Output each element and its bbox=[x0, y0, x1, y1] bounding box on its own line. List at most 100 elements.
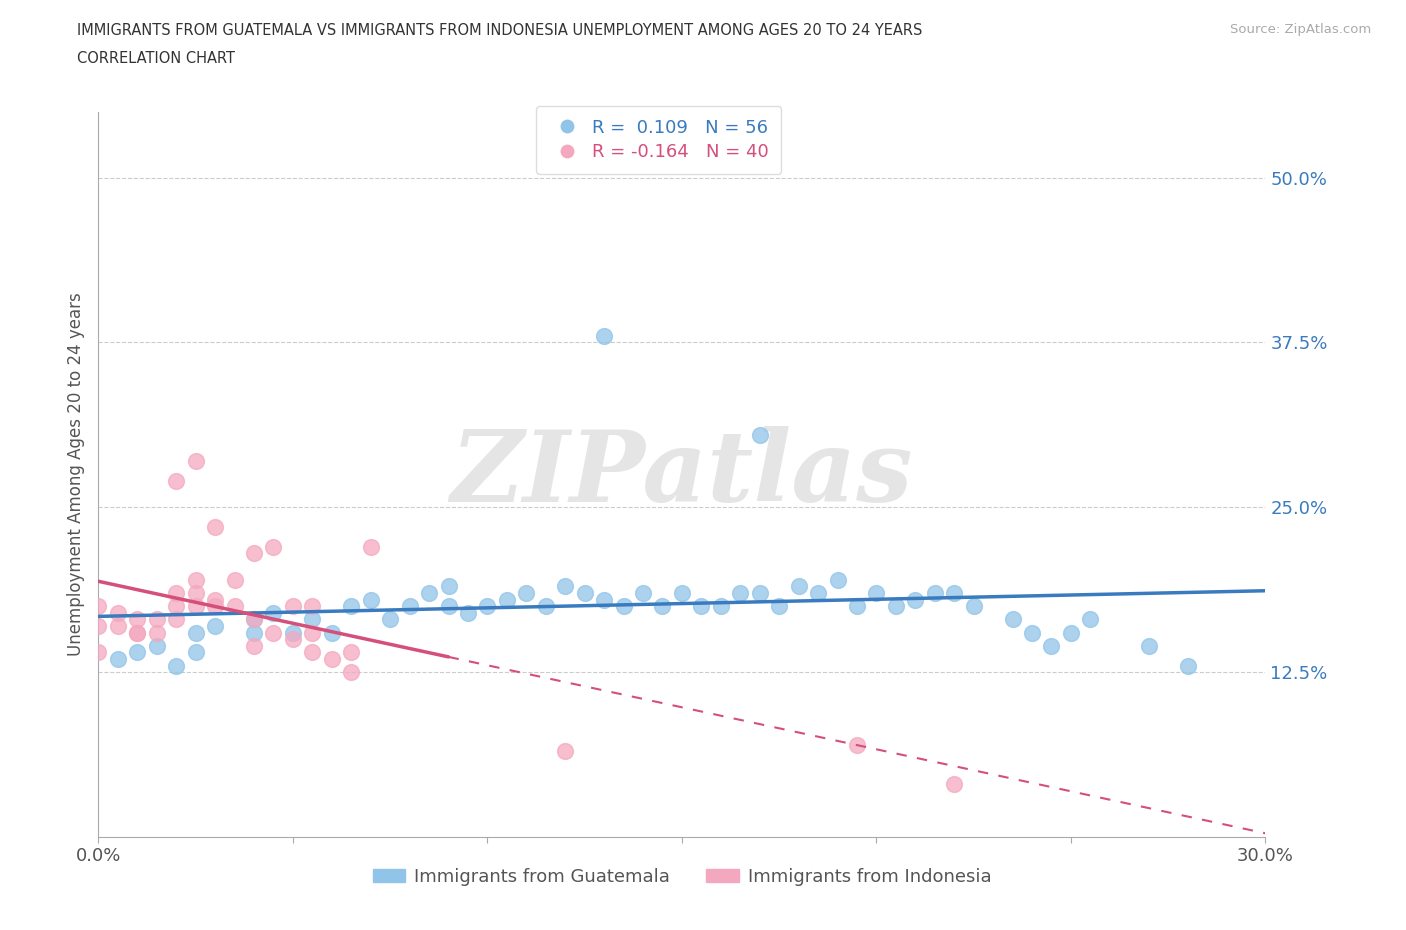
Point bbox=[301, 599, 323, 614]
Point bbox=[1021, 625, 1043, 640]
Point bbox=[301, 612, 323, 627]
Point bbox=[360, 592, 382, 607]
Point bbox=[340, 665, 363, 680]
Point bbox=[87, 644, 110, 659]
Point bbox=[340, 599, 363, 614]
Point bbox=[301, 644, 323, 659]
Point bbox=[671, 586, 693, 601]
Point bbox=[184, 644, 207, 659]
Point bbox=[554, 744, 576, 759]
Point bbox=[846, 599, 869, 614]
Point bbox=[146, 612, 169, 627]
Point bbox=[204, 599, 226, 614]
Point bbox=[846, 737, 869, 752]
Point bbox=[204, 592, 226, 607]
Point bbox=[243, 625, 266, 640]
Point bbox=[360, 539, 382, 554]
Point bbox=[340, 644, 363, 659]
Point bbox=[224, 572, 246, 587]
Point bbox=[593, 592, 616, 607]
Point bbox=[127, 625, 149, 640]
Point bbox=[165, 612, 187, 627]
Point bbox=[184, 625, 207, 640]
Point bbox=[865, 586, 887, 601]
Point bbox=[262, 605, 284, 620]
Point bbox=[943, 586, 966, 601]
Point bbox=[321, 625, 343, 640]
Point bbox=[243, 612, 266, 627]
Y-axis label: Unemployment Among Ages 20 to 24 years: Unemployment Among Ages 20 to 24 years bbox=[66, 292, 84, 657]
Point bbox=[807, 586, 830, 601]
Point bbox=[281, 599, 304, 614]
Text: CORRELATION CHART: CORRELATION CHART bbox=[77, 51, 235, 66]
Point bbox=[437, 579, 460, 594]
Point bbox=[651, 599, 673, 614]
Point bbox=[574, 586, 596, 601]
Point bbox=[165, 586, 187, 601]
Point bbox=[127, 612, 149, 627]
Point bbox=[554, 579, 576, 594]
Point bbox=[1001, 612, 1024, 627]
Point bbox=[1137, 638, 1160, 653]
Point bbox=[184, 586, 207, 601]
Point bbox=[184, 454, 207, 469]
Point bbox=[224, 599, 246, 614]
Point bbox=[184, 572, 207, 587]
Point bbox=[165, 658, 187, 673]
Point bbox=[204, 618, 226, 633]
Point bbox=[477, 599, 499, 614]
Point bbox=[1060, 625, 1083, 640]
Point bbox=[418, 586, 440, 601]
Point bbox=[631, 586, 654, 601]
Point bbox=[146, 638, 169, 653]
Text: ZIPatlas: ZIPatlas bbox=[451, 426, 912, 523]
Text: Source: ZipAtlas.com: Source: ZipAtlas.com bbox=[1230, 23, 1371, 36]
Legend: Immigrants from Guatemala, Immigrants from Indonesia: Immigrants from Guatemala, Immigrants fr… bbox=[366, 861, 998, 893]
Point bbox=[204, 520, 226, 535]
Point bbox=[243, 638, 266, 653]
Point bbox=[262, 539, 284, 554]
Point bbox=[146, 625, 169, 640]
Point bbox=[87, 618, 110, 633]
Point bbox=[515, 586, 537, 601]
Point bbox=[107, 652, 129, 667]
Point bbox=[730, 586, 752, 601]
Point bbox=[184, 599, 207, 614]
Point bbox=[243, 546, 266, 561]
Point bbox=[748, 427, 770, 442]
Point bbox=[593, 328, 616, 343]
Point bbox=[301, 625, 323, 640]
Point bbox=[165, 473, 187, 488]
Point bbox=[398, 599, 420, 614]
Point bbox=[768, 599, 790, 614]
Point bbox=[1040, 638, 1063, 653]
Point bbox=[787, 579, 810, 594]
Point bbox=[943, 777, 966, 791]
Point bbox=[281, 631, 304, 646]
Point bbox=[107, 605, 129, 620]
Point bbox=[884, 599, 907, 614]
Point bbox=[748, 586, 770, 601]
Point bbox=[127, 625, 149, 640]
Point bbox=[87, 599, 110, 614]
Point bbox=[380, 612, 402, 627]
Point bbox=[710, 599, 733, 614]
Point bbox=[165, 599, 187, 614]
Point bbox=[127, 644, 149, 659]
Point bbox=[321, 652, 343, 667]
Point bbox=[1177, 658, 1199, 673]
Point bbox=[904, 592, 927, 607]
Point bbox=[962, 599, 984, 614]
Point bbox=[107, 618, 129, 633]
Point bbox=[924, 586, 946, 601]
Point bbox=[457, 605, 479, 620]
Point bbox=[243, 612, 266, 627]
Point bbox=[281, 625, 304, 640]
Text: IMMIGRANTS FROM GUATEMALA VS IMMIGRANTS FROM INDONESIA UNEMPLOYMENT AMONG AGES 2: IMMIGRANTS FROM GUATEMALA VS IMMIGRANTS … bbox=[77, 23, 922, 38]
Point bbox=[534, 599, 557, 614]
Point bbox=[437, 599, 460, 614]
Point bbox=[613, 599, 636, 614]
Point bbox=[690, 599, 713, 614]
Point bbox=[827, 572, 849, 587]
Point bbox=[1080, 612, 1102, 627]
